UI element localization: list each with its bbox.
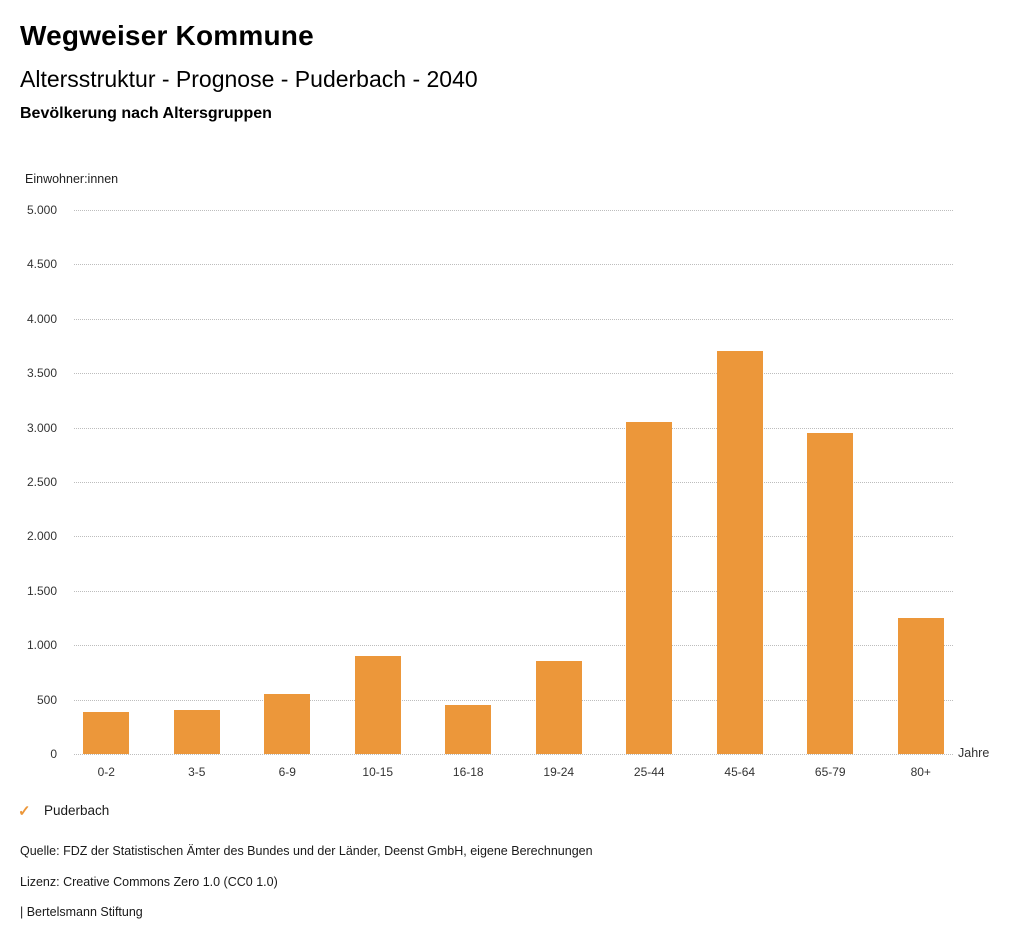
check-icon[interactable]: ✓ [18,803,31,820]
license-text: Lizenz: Creative Commons Zero 1.0 (CC0 1… [20,875,278,889]
x-tick-label-0-2: 0-2 [97,765,115,779]
gridline-4.500 [74,264,953,266]
y-axis-title: Einwohner:innen [25,172,119,186]
bar-80+[interactable] [897,618,944,754]
gridline-2.000 [74,536,953,538]
x-tick-label-10-15: 10-15 [362,765,394,779]
gridline-1.000 [74,645,953,647]
bar-19-24[interactable] [535,660,582,754]
x-tick-label-6-9: 6-9 [278,765,296,779]
gridline-5.000 [74,210,953,211]
y-tick-label: 3.500 [26,366,57,381]
y-tick-label: 2.500 [26,475,57,489]
bar-25-44[interactable] [626,422,673,754]
x-tick-label-3-5: 3-5 [188,765,206,779]
x-tick-label-25-44: 25-44 [633,765,665,779]
chart-heading: Bevölkerung nach Altersgruppen [20,105,272,122]
y-tick-label: 1.500 [26,583,57,598]
attribution-text: | Bertelsmann Stiftung [20,905,143,919]
y-tick-label: 0 [50,747,57,761]
gridline-3.000 [74,427,953,429]
gridline-2.500 [74,482,953,483]
gridline-500 [74,699,953,701]
y-tick-label: 500 [36,692,57,707]
page-title: Wegweiser Kommune [20,20,314,51]
bar-45-64[interactable] [716,350,763,754]
y-tick-label: 3.000 [26,420,57,435]
y-tick-label: 4.500 [26,257,57,272]
x-tick-label-45-64: 45-64 [724,765,756,779]
y-tick-label: 5.000 [26,203,57,217]
bar-65-79[interactable] [807,433,854,754]
gridline-4.000 [74,318,953,320]
chart-subtitle: Altersstruktur - Prognose - Puderbach - … [20,66,478,92]
x-tick-label-80+: 80+ [910,765,931,779]
x-tick-label-16-18: 16-18 [452,765,484,779]
bar-6-9[interactable] [264,693,311,754]
x-tick-label-65-79: 65-79 [814,765,846,779]
y-tick-label: 1.000 [26,638,57,653]
gridline-3.500 [74,373,953,375]
bar-0-2[interactable] [83,711,130,754]
source-text: Quelle: FDZ der Statistischen Ämter des … [20,844,593,858]
gridline-0 [74,754,953,755]
y-tick-label: 2.000 [26,529,57,544]
bar-16-18[interactable] [445,705,492,754]
x-axis-unit-label: Jahre [958,746,990,760]
y-tick-label: 4.000 [26,311,57,326]
x-tick-label-19-24: 19-24 [543,765,575,779]
bar-3-5[interactable] [173,710,220,754]
legend-series-label: Puderbach [44,803,110,818]
gridline-1.500 [74,590,953,592]
bar-10-15[interactable] [354,655,401,754]
